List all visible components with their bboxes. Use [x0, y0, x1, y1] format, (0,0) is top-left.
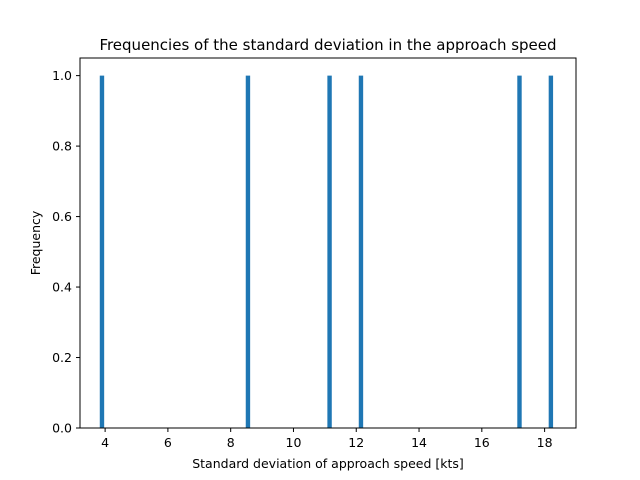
histogram-bar: [358, 75, 364, 428]
y-tick-label: 0.0: [52, 421, 72, 436]
histogram-bar: [245, 75, 251, 428]
y-axis-ticks: 0.0 0.2 0.4 0.6 0.8 1.0: [52, 68, 80, 436]
axes-frame: [79, 57, 577, 429]
chart-title: Frequencies of the standard deviation in…: [99, 36, 556, 54]
bars-group: [99, 75, 554, 428]
x-tick-label: 14: [411, 435, 427, 450]
y-tick-label: 0.4: [52, 280, 72, 295]
x-tick-label: 16: [474, 435, 490, 450]
x-axis-label: Standard deviation of approach speed [kt…: [192, 456, 464, 471]
y-tick-label: 0.6: [52, 209, 72, 224]
x-axis-ticks: 4 6 8 10 12 14 16 18: [101, 428, 553, 450]
y-tick-label: 0.8: [52, 139, 72, 154]
x-tick-label: 12: [348, 435, 364, 450]
histogram-bar: [548, 75, 554, 428]
x-tick-label: 4: [101, 435, 109, 450]
x-tick-label: 6: [164, 435, 172, 450]
histogram-bar: [517, 75, 522, 428]
histogram-bar: [99, 75, 105, 428]
y-tick-label: 0.2: [52, 350, 72, 365]
histogram-bar: [327, 75, 332, 428]
y-axis-label: Frequency: [28, 210, 43, 275]
y-tick-label: 1.0: [52, 68, 72, 83]
x-tick-label: 18: [537, 435, 553, 450]
x-tick-label: 10: [286, 435, 302, 450]
x-tick-label: 8: [227, 435, 235, 450]
